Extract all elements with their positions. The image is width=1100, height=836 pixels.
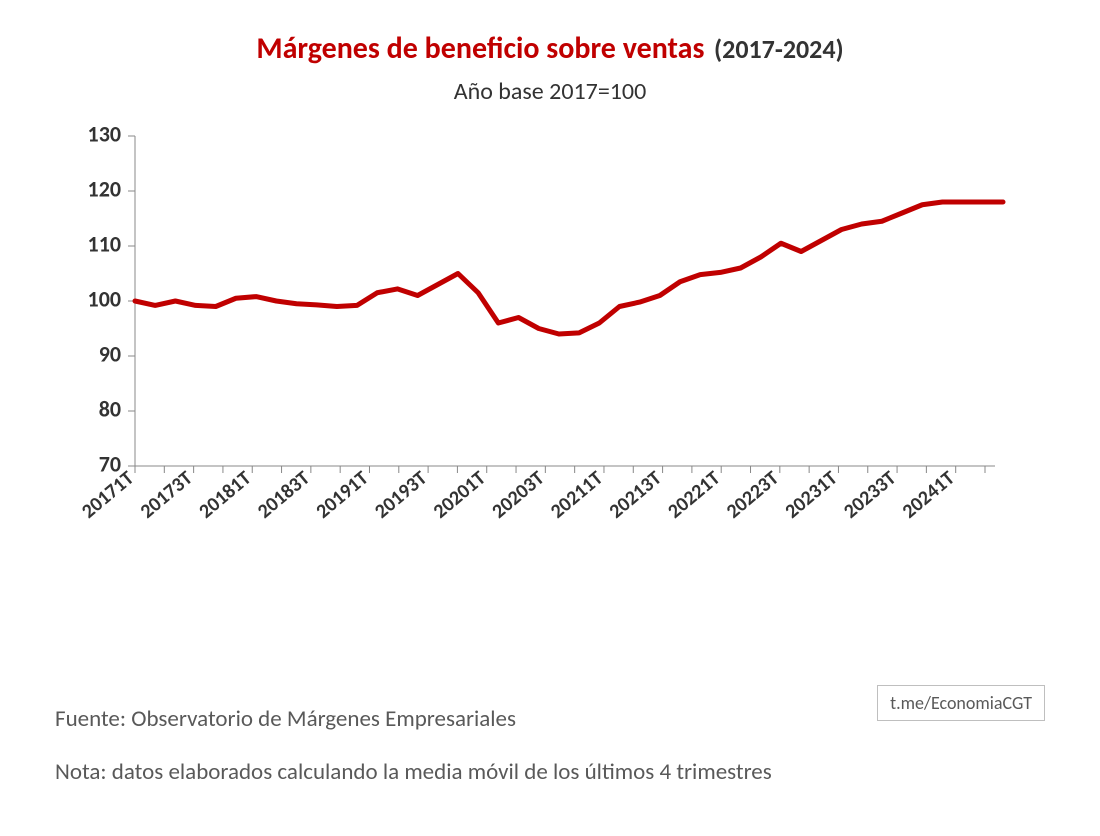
xtick-label: 20203T (487, 466, 549, 523)
source-text: Fuente: Observatorio de Márgenes Empresa… (55, 705, 1060, 733)
title-block: Márgenes de beneficio sobre ventas (2017… (40, 30, 1060, 67)
xtick-label: 20173T (136, 466, 198, 523)
chart-container: Márgenes de beneficio sobre ventas (2017… (0, 0, 1100, 836)
xtick-label: 20223T (722, 466, 784, 523)
xtick-label: 20201T (429, 466, 491, 523)
ytick-label: 120 (88, 175, 121, 202)
ytick-label: 130 (88, 126, 121, 147)
xtick-label: 20233T (839, 466, 901, 523)
line-chart-svg: 70809010011012013020171T20173T20181T2018… (40, 126, 1020, 566)
xtick-label: 20241T (898, 466, 960, 523)
xtick-label: 20193T (370, 466, 432, 523)
ytick-label: 90 (99, 340, 121, 367)
xtick-label: 20181T (194, 466, 256, 523)
ytick-label: 80 (99, 395, 121, 422)
note-text: Nota: datos elaborados calculando la med… (55, 758, 1060, 786)
ytick-label: 110 (88, 230, 121, 257)
plot-area: 70809010011012013020171T20173T20181T2018… (40, 126, 1060, 566)
xtick-label: 20191T (311, 466, 373, 523)
xtick-label: 20213T (605, 466, 667, 523)
xtick-label: 20183T (253, 466, 315, 523)
chart-title-main: Márgenes de beneficio sobre ventas (256, 30, 704, 67)
xtick-label: 20231T (780, 466, 842, 523)
ytick-label: 100 (88, 285, 121, 312)
xtick-label: 20221T (663, 466, 725, 523)
xtick-label: 20211T (546, 466, 608, 523)
chart-title-range: (2017-2024) (714, 33, 844, 65)
footer: Fuente: Observatorio de Márgenes Empresa… (55, 705, 1060, 786)
data-line (135, 202, 1003, 334)
chart-subtitle: Año base 2017=100 (40, 77, 1060, 106)
